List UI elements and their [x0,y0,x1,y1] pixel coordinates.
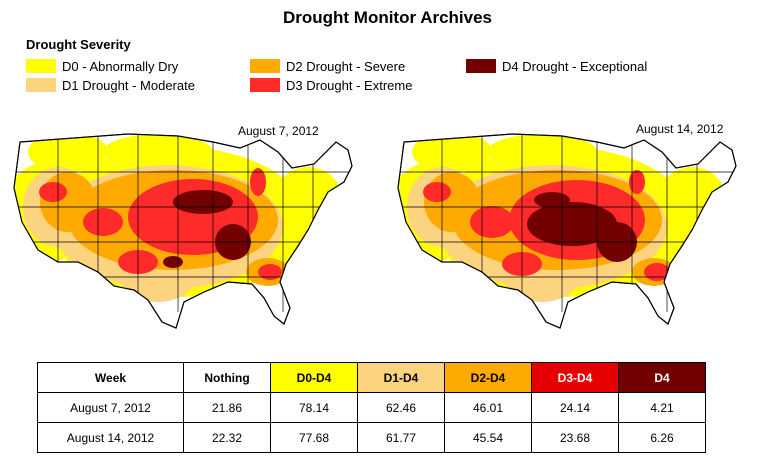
legend-label-d1: D1 Drought - Moderate [62,77,195,93]
legend-item-d0: D0 - Abnormally Dry [26,58,178,74]
cell-d4: 6.26 [618,422,706,453]
legend-item-d4: D4 Drought - Exceptional [466,58,647,74]
header-d1-d4: D1-D4 [357,362,445,393]
cell-d1-d4: 62.46 [357,392,445,423]
legend-swatch-d2 [250,59,280,73]
drought-map-aug-14: August 14, 2012 [392,112,764,352]
cell-d3-d4: 24.14 [531,392,619,423]
map-date-aug-14: August 14, 2012 [636,122,724,136]
cell-d4: 4.21 [618,392,706,423]
legend-label-d0: D0 - Abnormally Dry [62,58,179,74]
cell-d2-d4: 45.54 [444,422,532,453]
legend-item-d2: D2 Drought - Severe [250,58,405,74]
legend-swatch-d0 [26,59,56,73]
legend-label-d4: D4 Drought - Exceptional [502,58,648,74]
cell-nothing: 22.32 [183,422,271,453]
header-d3-d4: D3-D4 [531,362,619,393]
legend-title: Drought Severity [26,37,131,52]
table-row: August 7, 2012 21.86 78.14 62.46 46.01 2… [37,392,706,423]
cell-d0-d4: 77.68 [270,422,358,453]
legend-swatch-d3 [250,78,280,92]
us-map-aug-14 [397,133,737,329]
legend-item-d3: D3 Drought - Extreme [250,77,412,93]
cell-d3-d4: 23.68 [531,422,619,453]
legend-label-d2: D2 Drought - Severe [286,58,406,74]
header-d2-d4: D2-D4 [444,362,532,393]
cell-week: August 7, 2012 [37,392,184,423]
header-nothing: Nothing [183,362,271,393]
legend-label-d3: D3 Drought - Extreme [286,77,413,93]
drought-map-aug-7: August 7, 2012 [8,112,380,352]
header-week: Week [37,362,184,393]
map-date-aug-7: August 7, 2012 [238,124,319,138]
legend-swatch-d1 [26,78,56,92]
legend-swatch-d4 [466,59,496,73]
legend-item-d1: D1 Drought - Moderate [26,77,195,93]
header-d4: D4 [618,362,706,393]
us-map-aug-7 [13,133,353,329]
header-d0-d4: D0-D4 [270,362,358,393]
cell-d0-d4: 78.14 [270,392,358,423]
cell-week: August 14, 2012 [37,422,184,453]
cell-d2-d4: 46.01 [444,392,532,423]
table-row: August 14, 2012 22.32 77.68 61.77 45.54 … [37,422,706,453]
drought-stats-table: Week Nothing D0-D4 D1-D4 D2-D4 D3-D4 D4 … [37,362,706,453]
page-title: Drought Monitor Archives [282,8,493,27]
cell-d1-d4: 61.77 [357,422,445,453]
cell-nothing: 21.86 [183,392,271,423]
table-header-row: Week Nothing D0-D4 D1-D4 D2-D4 D3-D4 D4 [37,362,706,393]
